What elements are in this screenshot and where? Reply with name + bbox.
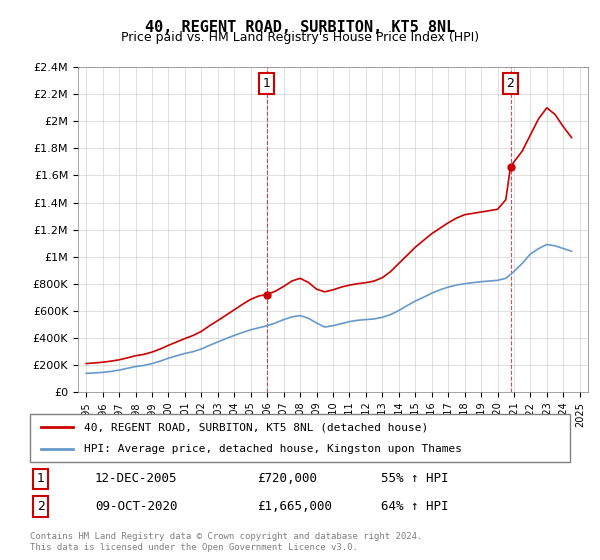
Text: 12-DEC-2005: 12-DEC-2005 (95, 473, 178, 486)
Text: £1,665,000: £1,665,000 (257, 500, 332, 513)
Text: 55% ↑ HPI: 55% ↑ HPI (381, 473, 449, 486)
Text: 09-OCT-2020: 09-OCT-2020 (95, 500, 178, 513)
Text: 2: 2 (37, 500, 45, 513)
Text: Price paid vs. HM Land Registry's House Price Index (HPI): Price paid vs. HM Land Registry's House … (121, 31, 479, 44)
Text: 1: 1 (263, 77, 271, 90)
Text: 40, REGENT ROAD, SURBITON, KT5 8NL: 40, REGENT ROAD, SURBITON, KT5 8NL (145, 20, 455, 35)
Text: 2: 2 (506, 77, 514, 90)
Text: 1: 1 (37, 473, 45, 486)
Text: HPI: Average price, detached house, Kingston upon Thames: HPI: Average price, detached house, King… (84, 444, 462, 454)
Text: £720,000: £720,000 (257, 473, 317, 486)
Text: 40, REGENT ROAD, SURBITON, KT5 8NL (detached house): 40, REGENT ROAD, SURBITON, KT5 8NL (deta… (84, 422, 428, 432)
Text: Contains HM Land Registry data © Crown copyright and database right 2024.
This d: Contains HM Land Registry data © Crown c… (30, 532, 422, 552)
FancyBboxPatch shape (30, 414, 570, 462)
Text: 64% ↑ HPI: 64% ↑ HPI (381, 500, 449, 513)
